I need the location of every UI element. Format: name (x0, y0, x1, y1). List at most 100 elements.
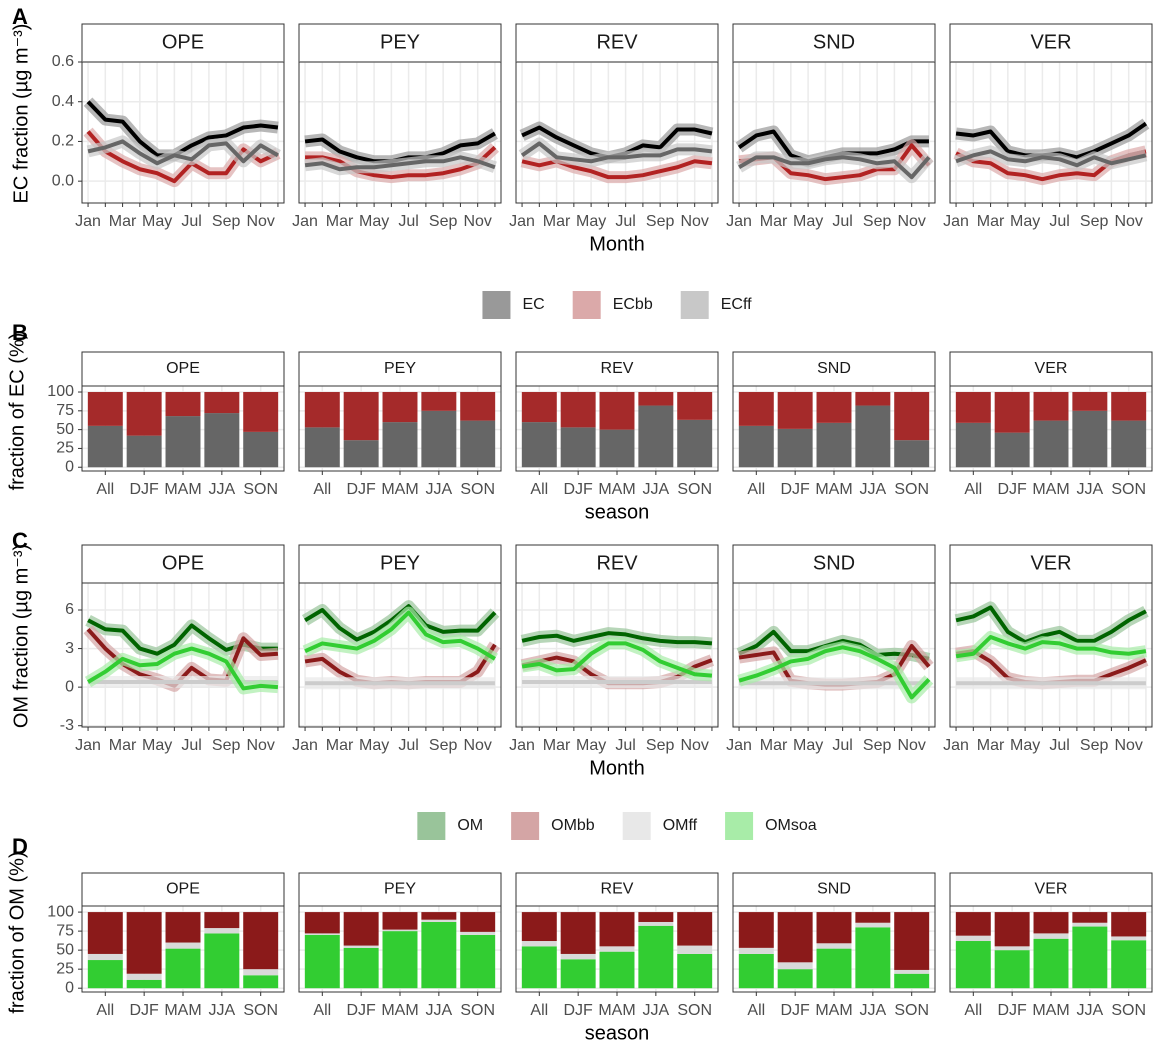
bar-segment (855, 912, 891, 923)
bar-segment (382, 931, 418, 989)
x-tick-label: DJF (129, 481, 159, 498)
x-tick-label: Nov (897, 737, 925, 754)
x-tick-label: Jan (75, 213, 101, 230)
x-tick-label: Jul (832, 737, 852, 754)
x-tick-label: Jan (292, 737, 318, 754)
x-tick-label: SON (460, 481, 495, 498)
bar-segment (560, 953, 596, 960)
bar-segment (816, 912, 852, 944)
bar-segment (816, 943, 852, 949)
x-tick-label: Mar (109, 213, 137, 230)
line (955, 149, 1147, 168)
strip-label: REV (596, 552, 638, 574)
strip-label: SND (813, 552, 855, 574)
bar-segment (165, 948, 201, 989)
bar-segment (599, 951, 635, 989)
x-tick-label: JJA (1077, 1002, 1104, 1019)
bar-segment (204, 413, 240, 468)
bar-segment (87, 425, 123, 468)
y-tick-label: 75 (56, 402, 74, 419)
x-tick-label: Sep (863, 213, 892, 230)
bar-segment (855, 405, 891, 468)
panel-border (515, 385, 719, 472)
x-tick-label: Mar (543, 737, 571, 754)
x-tick-label: MAM (1032, 1002, 1069, 1019)
y-tick-label: 6 (65, 601, 74, 618)
x-tick-label: All (964, 1002, 982, 1019)
x-tick-label: Nov (680, 213, 708, 230)
panel-label: D (12, 834, 28, 859)
x-tick-label: DJF (563, 1002, 593, 1019)
y-tick-label: 0 (65, 979, 74, 996)
bar-segment (599, 946, 635, 952)
bar-segment (738, 947, 774, 954)
x-tick-label: All (96, 1002, 114, 1019)
x-tick-label: MAM (815, 1002, 852, 1019)
panel-border (732, 905, 936, 993)
x-tick-label: JJA (426, 481, 453, 498)
legend-swatch (482, 291, 511, 319)
bar-segment (421, 410, 457, 468)
x-tick-label: MAM (1032, 481, 1069, 498)
bar-segment (165, 416, 201, 468)
line (521, 631, 713, 646)
bar-segment (894, 440, 930, 468)
x-axis-title: season (585, 1022, 650, 1041)
y-tick-label: 0.2 (52, 133, 74, 150)
x-tick-label: DJF (780, 1002, 810, 1019)
y-tick-label: 100 (47, 383, 74, 400)
x-tick-label: Mar (760, 213, 788, 230)
x-tick-label: Nov (1114, 737, 1142, 754)
bar-segment (638, 921, 674, 926)
x-tick-label: JJA (209, 481, 236, 498)
x-tick-label: DJF (780, 481, 810, 498)
legend-label: OM (457, 817, 483, 834)
strip (81, 23, 285, 63)
bar-segment (521, 912, 557, 942)
x-tick-label: JJA (209, 1002, 236, 1019)
strip (298, 351, 502, 387)
y-tick-label: 25 (56, 960, 74, 977)
y-axis-title: fraction of OM (%) (6, 851, 28, 1013)
strip-label: REV (601, 881, 634, 898)
bar-segment (955, 422, 991, 468)
bar-segment (777, 969, 813, 989)
bar-segment (994, 946, 1030, 951)
bar-segment (243, 975, 279, 989)
bar-segment (894, 973, 930, 989)
bar-segment (560, 392, 596, 428)
panel-label: C (12, 528, 28, 553)
x-tick-label: SON (677, 1002, 712, 1019)
x-tick-label: Sep (1080, 737, 1109, 754)
bar-segment (460, 420, 496, 468)
panel-border (81, 61, 285, 204)
y-tick-label: 0 (65, 678, 74, 695)
strip-label: PEY (380, 552, 420, 574)
x-tick-label: Jan (943, 737, 969, 754)
bar-segment (1072, 926, 1108, 989)
x-tick-label: Jan (943, 213, 969, 230)
x-tick-label: All (747, 481, 765, 498)
bar-segment (1111, 940, 1147, 989)
x-tick-label: MAM (598, 481, 635, 498)
strip-label: PEY (384, 360, 416, 377)
bar-segment (204, 928, 240, 934)
x-tick-label: Sep (429, 737, 458, 754)
line (304, 155, 496, 172)
bar-segment (382, 392, 418, 423)
bar-segment (1111, 912, 1147, 937)
strip-label: OPE (166, 360, 200, 377)
bar-segment (460, 931, 496, 935)
x-tick-label: Jul (615, 213, 635, 230)
x-tick-label: All (530, 1002, 548, 1019)
bar-segment (460, 392, 496, 421)
panel-label: A (12, 4, 28, 29)
y-tick-label: 0 (65, 458, 74, 475)
bar-segment (343, 947, 379, 989)
bar-segment (994, 392, 1030, 433)
strip-label: SND (813, 31, 855, 53)
bar-segment (126, 392, 162, 436)
strip-label: VER (1035, 360, 1068, 377)
strip (298, 23, 502, 63)
